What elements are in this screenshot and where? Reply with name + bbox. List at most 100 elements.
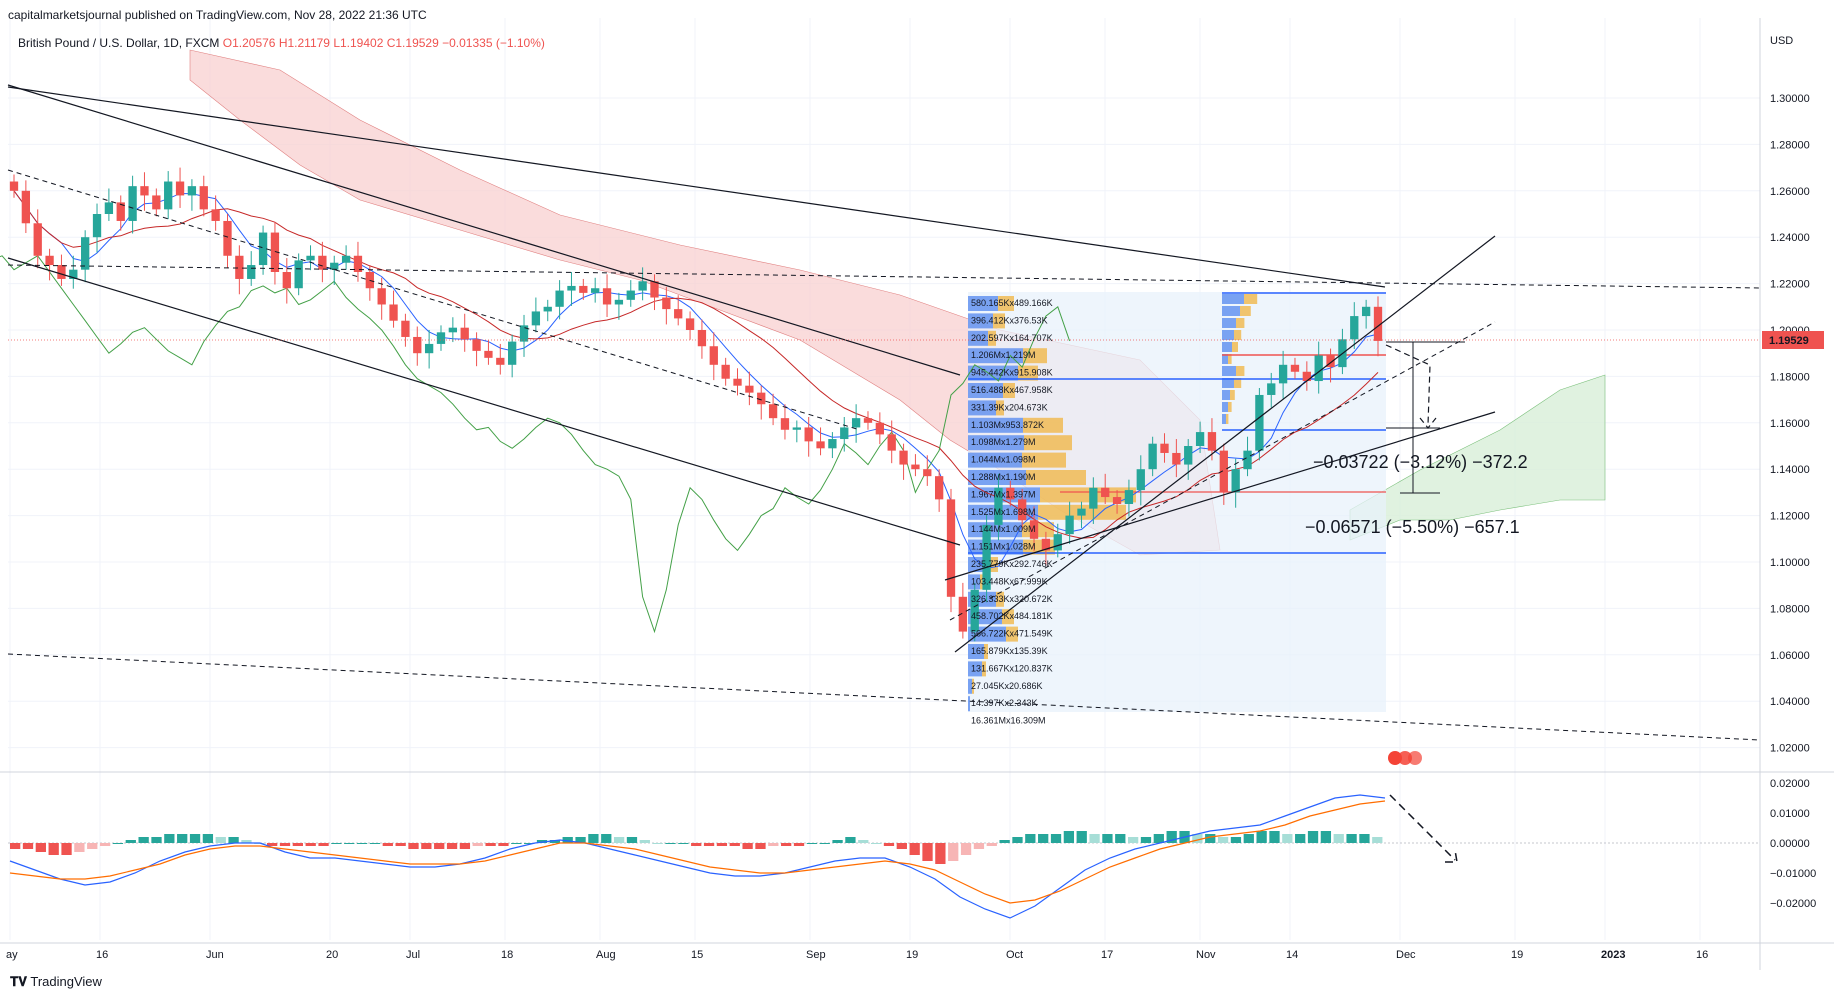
time-tick: 16 [96, 949, 108, 961]
vp-label: 14.397Kx2.343K [971, 698, 1038, 708]
macd-histogram-bar [1269, 831, 1280, 843]
candle-body [424, 343, 434, 354]
candle-body [1326, 355, 1335, 368]
macd-histogram-bar [164, 834, 175, 843]
macd-histogram-bar [395, 843, 406, 846]
macd-histogram-bar [986, 843, 997, 846]
macd-histogram-bar [1243, 834, 1254, 843]
macd-histogram-bar [382, 843, 393, 846]
candle-body [1160, 443, 1169, 453]
candle-body [923, 469, 932, 477]
vp2-bar-sell [1244, 294, 1258, 304]
time-axis: ay 16 Jun 20 Jul 18 Aug 15 Sep 19 Oct 17 Nov 14 Dec 19 2… [0, 942, 1834, 961]
vp-bar-sell [984, 644, 988, 659]
macd-histogram-bar [1282, 834, 1293, 843]
vp-bar-sell [1040, 487, 1136, 503]
candle-body [270, 232, 280, 272]
vp-label: 1.525Mx1.698M [971, 507, 1036, 517]
macd-histogram-bar [408, 843, 419, 849]
macd-histogram-bar [1115, 834, 1126, 843]
channel-top [7, 84, 961, 376]
vp-bar-sell [1006, 626, 1018, 642]
candle-body [958, 596, 968, 632]
macd-histogram-bar [1192, 834, 1203, 843]
us-flag-icon [1408, 751, 1422, 765]
candle-body [887, 434, 896, 451]
time-tick: 19 [906, 949, 918, 961]
vp-label: 516.488Kx467.958K [971, 385, 1053, 395]
macd-histogram-bar [61, 843, 72, 855]
time-tick: Oct [1006, 949, 1023, 961]
candle-body [128, 186, 137, 221]
candle-body [650, 281, 659, 298]
candle-body [258, 232, 268, 266]
time-tick: Nov [1196, 949, 1216, 961]
vp-bar-buy [968, 313, 993, 329]
price-tick: 1.06000 [1770, 650, 1810, 662]
vp-bar-buy [968, 522, 1022, 538]
candle-body [377, 288, 386, 305]
macd-histogram-bar [588, 834, 599, 843]
time-tick: 20 [326, 949, 338, 961]
candle-body [1184, 446, 1193, 465]
candle-body [1255, 394, 1264, 451]
candle-body [1267, 383, 1276, 395]
tradingview-logo[interactable]: 𝐓𝐕 TradingView [10, 974, 102, 990]
vp-bar-buy [968, 330, 988, 346]
long-trendline [7, 86, 1386, 288]
measurement-label-1: −0.03722 (−3.12%) −372.2 [1313, 452, 1528, 472]
candle-body [543, 306, 552, 312]
candle-body [1361, 306, 1371, 317]
volume-profile-labels: 580.165Kx489.166K 396.412Kx376.53K 202.597… [971, 298, 1053, 726]
trend-drawings [7, 84, 1761, 741]
symbol-name: British Pound / U.S. Dollar, 1D, FXCM [18, 36, 220, 50]
vp2-bar-sell [1228, 354, 1232, 364]
macd-line [9, 794, 1386, 919]
vp-label: 235.779Kx292.746K [971, 559, 1053, 569]
lower-dashed [7, 653, 1761, 741]
macd-histogram-bar [601, 834, 612, 843]
macd-histogram-bar [524, 843, 535, 844]
macd-histogram-bar [87, 843, 98, 849]
time-tick: 19 [1511, 949, 1523, 961]
candle-body [899, 450, 908, 465]
symbol-legend[interactable]: British Pound / U.S. Dollar, 1D, FXCM O1… [18, 36, 545, 50]
candle-body [911, 464, 920, 470]
macd-histogram-bar [1025, 834, 1036, 843]
candle-body [1089, 487, 1098, 509]
candle-body [1136, 469, 1145, 491]
candle-body [81, 237, 90, 270]
time-tick: Aug [596, 949, 616, 961]
time-tick: 14 [1286, 949, 1298, 961]
macd-histogram-bar [858, 840, 869, 843]
candle-body [45, 255, 54, 266]
ohlc-change: −0.01335 (−1.10%) [442, 36, 545, 50]
candle-body [69, 269, 78, 279]
candle-body [1065, 515, 1074, 535]
vp-label: 580.165Kx489.166K [971, 298, 1053, 308]
candle-body [1006, 487, 1015, 500]
cloud-bull [1349, 374, 1606, 541]
macd-histogram-bar [948, 843, 959, 861]
macd-histogram-bar [241, 840, 252, 843]
candle-body [1018, 499, 1027, 521]
vp2-bar-sell [1236, 318, 1245, 328]
macd-histogram-bar [99, 843, 111, 846]
vp-label: 326.333Kx320.672K [971, 594, 1053, 604]
macd-histogram-bar [793, 843, 805, 846]
candle-body [1373, 306, 1383, 341]
candle-body [436, 332, 446, 344]
vp-label: 1.288Mx1.190M [971, 472, 1036, 482]
price-tick: 1.10000 [1770, 557, 1810, 569]
vp-label: 1.044Mx1.098M [971, 455, 1036, 465]
macd-histogram-bar [613, 837, 625, 843]
vp-label: 1.103Mx953.872K [971, 420, 1044, 430]
vp-label: 103.448Kx67.999K [971, 576, 1048, 586]
vp2-bar-buy [1222, 366, 1236, 376]
macd-histogram-bar [1333, 834, 1344, 843]
vp-bar-buy [968, 470, 1026, 485]
macd-histogram-bar [228, 837, 239, 843]
vp-bar-buy [968, 661, 982, 677]
vp-bar-buy [968, 383, 1003, 398]
